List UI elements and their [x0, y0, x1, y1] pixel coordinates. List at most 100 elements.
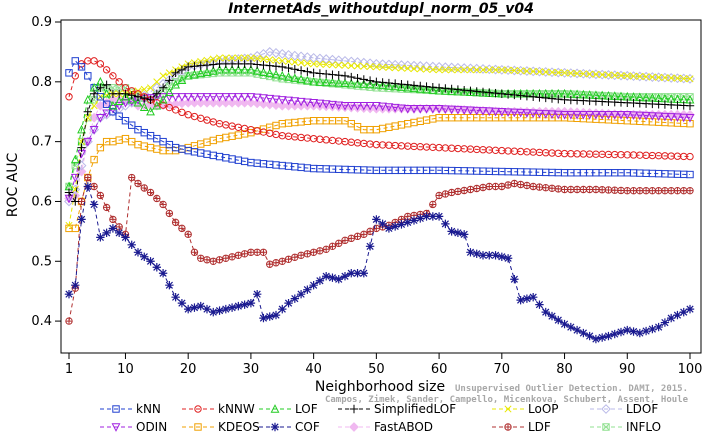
- data-point-cof: [510, 275, 519, 284]
- data-point-ldf: [353, 232, 362, 240]
- data-point-lof: [359, 79, 369, 88]
- data-point-odin: [629, 111, 638, 120]
- data-point-odin: [353, 102, 362, 111]
- data-point-ldf: [159, 200, 167, 209]
- data-point-loop: [397, 64, 406, 72]
- data-point-cof: [597, 333, 607, 342]
- data-point-lof: [428, 85, 438, 94]
- data-point-lof: [121, 91, 130, 101]
- data-point-cof: [152, 263, 162, 272]
- y-tick-label: 0.7: [31, 135, 52, 150]
- watermark: Unsupervised Outlier Detection. DAMI, 20…: [325, 383, 689, 405]
- data-point-odin: [365, 102, 375, 111]
- data-point-simplifiedlof: [535, 93, 544, 102]
- data-point-ldof: [390, 59, 401, 70]
- data-point-cof: [604, 331, 613, 341]
- data-point-simplifiedlof: [83, 107, 93, 116]
- data-point-odin: [334, 101, 344, 111]
- data-point-cof: [290, 294, 300, 303]
- data-point-cof: [528, 292, 538, 302]
- data-point-ldf: [435, 191, 443, 200]
- data-point-lof: [390, 81, 400, 91]
- data-point-ldof: [515, 65, 526, 76]
- data-point-simplifiedlof: [334, 71, 343, 80]
- data-point-loop: [159, 72, 167, 80]
- data-point-simplifiedlof: [485, 88, 494, 97]
- data-point-odin: [472, 106, 482, 116]
- data-point-ldof: [628, 71, 639, 82]
- data-point-loop: [385, 63, 393, 72]
- data-point-ldof: [308, 52, 319, 63]
- data-point-odin: [459, 106, 469, 115]
- data-point-loop: [297, 59, 305, 67]
- data-point-loop: [661, 74, 669, 82]
- data-point-odin: [440, 105, 450, 114]
- data-point-odin: [346, 102, 356, 111]
- data-point-cof: [447, 227, 456, 236]
- data-point-simplifiedlof: [140, 94, 149, 103]
- data-point-knnw: [178, 108, 186, 117]
- data-point-simplifiedlof: [472, 87, 481, 96]
- data-point-simplifiedlof: [347, 72, 356, 82]
- data-point-odin: [528, 109, 538, 119]
- data-point-odin: [271, 95, 281, 105]
- data-point-cof: [654, 322, 663, 332]
- data-point-lof: [233, 64, 243, 74]
- data-point-ldof: [327, 54, 338, 65]
- data-point-lof: [334, 78, 344, 87]
- legend-item-loop: LoOP: [492, 402, 559, 416]
- data-point-ldf: [291, 253, 299, 261]
- data-point-cof: [566, 322, 576, 332]
- legend-marker-loop: [504, 405, 512, 413]
- data-point-ldf: [284, 255, 293, 263]
- data-point-loop: [379, 63, 387, 71]
- data-point-cof: [635, 328, 645, 338]
- data-point-odin: [566, 111, 576, 120]
- data-point-odin: [578, 111, 588, 120]
- data-point-loop: [410, 65, 418, 73]
- data-point-simplifiedlof: [378, 78, 387, 87]
- data-point-knnw: [686, 152, 694, 161]
- data-point-loop: [473, 66, 481, 74]
- data-point-ldof: [647, 72, 658, 82]
- data-point-cof: [83, 182, 93, 191]
- legend-marker-simplifiedlof: [349, 404, 359, 414]
- data-point-loop: [146, 84, 155, 92]
- data-point-cof: [422, 212, 431, 221]
- data-point-lof: [384, 81, 394, 90]
- data-point-lof: [371, 79, 381, 89]
- data-point-kdeos: [71, 224, 79, 233]
- data-point-odin: [277, 96, 287, 105]
- data-point-loop: [491, 66, 500, 74]
- data-point-ldof: [264, 47, 275, 57]
- data-point-ldof: [440, 62, 451, 73]
- data-point-odin: [315, 99, 325, 109]
- data-point-simplifiedlof: [309, 68, 318, 78]
- data-point-lof: [252, 66, 262, 75]
- data-point-ldf: [209, 257, 217, 265]
- data-point-lof: [171, 79, 181, 89]
- data-point-ldf: [366, 227, 374, 235]
- data-point-simplifiedlof: [121, 89, 130, 98]
- data-point-knnw: [102, 66, 111, 74]
- data-point-simplifiedlof: [64, 188, 74, 197]
- data-point-simplifiedlof: [384, 78, 394, 88]
- legend-marker-inflo: [602, 423, 610, 431]
- data-point-loop: [504, 66, 512, 74]
- data-point-ldof: [622, 70, 633, 81]
- data-point-simplifiedlof: [96, 83, 105, 92]
- data-point-odin: [491, 107, 500, 117]
- data-point-loop: [441, 66, 449, 74]
- data-point-ldf: [585, 185, 594, 194]
- data-point-ldf: [510, 179, 519, 188]
- data-point-ldof: [490, 64, 501, 75]
- data-point-odin: [604, 111, 613, 120]
- data-point-cof: [202, 304, 212, 314]
- data-point-ldof: [509, 65, 520, 76]
- data-point-simplifiedlof: [146, 95, 155, 104]
- legend-item-knnw: kNNW: [182, 402, 255, 416]
- data-point-cof: [259, 313, 268, 323]
- data-point-lof: [290, 73, 300, 82]
- data-point-lof: [202, 67, 212, 76]
- data-point-loop: [636, 72, 644, 80]
